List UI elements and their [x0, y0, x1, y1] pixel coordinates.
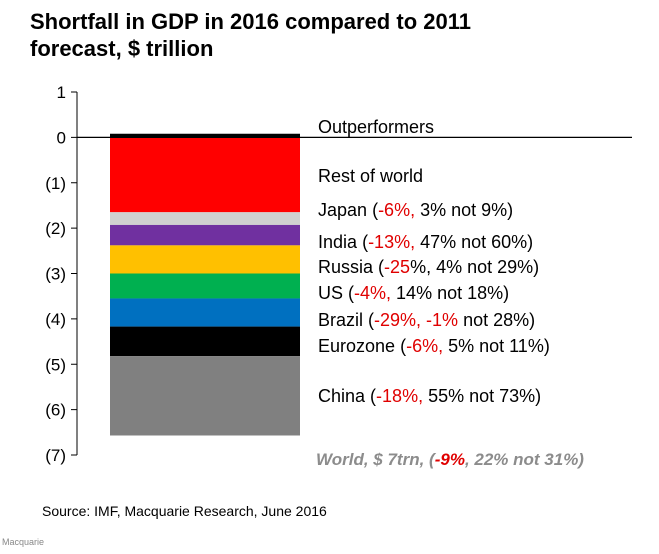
legend-outperformers: Outperformers: [318, 116, 434, 138]
world-summary: World, $ 7trn, (-9%, 22% not 31%): [316, 450, 584, 470]
y-tick-label: 0: [57, 128, 66, 147]
bar-segment-russia: [110, 245, 300, 274]
legend-russia: Russia (-25%, 4% not 29%): [318, 256, 539, 278]
legend-rest-of-world-name: Rest of world: [318, 166, 424, 186]
legend-brazil-open: (: [368, 310, 375, 330]
world-summary-prefix: World, $ 7trn, (: [316, 450, 435, 469]
legend-china-open: (: [370, 386, 377, 406]
legend-japan-rest: 3% not 9%): [415, 200, 514, 220]
bar-segment-india: [110, 224, 300, 246]
legend-brazil-rest: not 28%): [458, 310, 536, 330]
legend-china-name: China: [318, 386, 366, 406]
bar-segment-eurozone: [110, 326, 300, 357]
y-tick-label: (1): [45, 174, 66, 193]
legend-russia-rest: %, 4% not 29%): [410, 257, 540, 277]
bar-segment-brazil: [110, 298, 300, 327]
legend-japan-name: Japan: [318, 200, 368, 220]
legend-china-neg: -18%,: [376, 386, 424, 406]
chart-title-line-2: forecast, $ trillion: [30, 36, 214, 61]
legend-russia-open: (: [378, 257, 385, 277]
legend-rest-of-world: Rest of world: [318, 165, 423, 187]
bar-segment-japan: [110, 212, 300, 225]
legend-india: India (-13%, 47% not 60%): [318, 231, 533, 253]
legend-japan-neg: -6%,: [378, 200, 416, 220]
world-summary-rest: , 22% not 31%): [464, 450, 584, 469]
chart-title: Shortfall in GDP in 2016 compared to 201…: [30, 8, 630, 62]
legend-brazil-name: Brazil: [318, 310, 364, 330]
bar-segment-rest-of-world: [110, 137, 300, 213]
world-summary-neg: -9%: [434, 450, 465, 469]
legend-outperformers-name: Outperformers: [318, 117, 435, 137]
legend-eurozone-rest: 5% not 11%): [443, 336, 550, 356]
legend-india-open: (: [362, 232, 369, 252]
legend-india-rest: 47% not 60%): [415, 232, 534, 252]
y-tick-label: (5): [45, 355, 66, 374]
legend-us: US (-4%, 14% not 18%): [318, 282, 509, 304]
y-tick-label: (2): [45, 219, 66, 238]
legend-china: China (-18%, 55% not 73%): [318, 385, 541, 407]
legend-us-neg: -4%,: [354, 283, 392, 303]
chart-title-line-1: Shortfall in GDP in 2016 compared to 201…: [30, 9, 471, 34]
legend-india-neg: -13%,: [368, 232, 416, 252]
legend-japan: Japan (-6%, 3% not 9%): [318, 199, 513, 221]
legend-us-open: (: [348, 283, 355, 303]
y-tick-label: 1: [57, 83, 66, 102]
legend-eurozone: Eurozone (-6%, 5% not 11%): [318, 335, 550, 357]
legend-china-rest: 55% not 73%): [423, 386, 542, 406]
bar-segment-us: [110, 273, 300, 299]
y-tick-label: (3): [45, 265, 66, 284]
y-tick-label: (4): [45, 310, 66, 329]
footer-brand: Macquarie: [2, 537, 45, 547]
legend-eurozone-neg: -6%,: [406, 336, 444, 356]
legend-india-name: India: [318, 232, 358, 252]
legend-brazil: Brazil (-29%, -1% not 28%): [318, 309, 535, 331]
legend-eurozone-open: (: [400, 336, 407, 356]
y-tick-label: (7): [45, 446, 66, 465]
source-note: Source: IMF, Macquarie Research, June 20…: [42, 503, 327, 519]
legend-brazil-neg: -29%, -1%: [374, 310, 459, 330]
legend-eurozone-name: Eurozone: [318, 336, 396, 356]
y-tick-label: (6): [45, 401, 66, 420]
legend-russia-neg: -25: [384, 257, 411, 277]
legend-russia-name: Russia: [318, 257, 374, 277]
legend-us-name: US: [318, 283, 344, 303]
legend-us-rest: 14% not 18%): [391, 283, 510, 303]
legend-japan-open: (: [372, 200, 379, 220]
bar-segment-outperformers: [110, 133, 300, 138]
bar-segment-china: [110, 356, 300, 436]
